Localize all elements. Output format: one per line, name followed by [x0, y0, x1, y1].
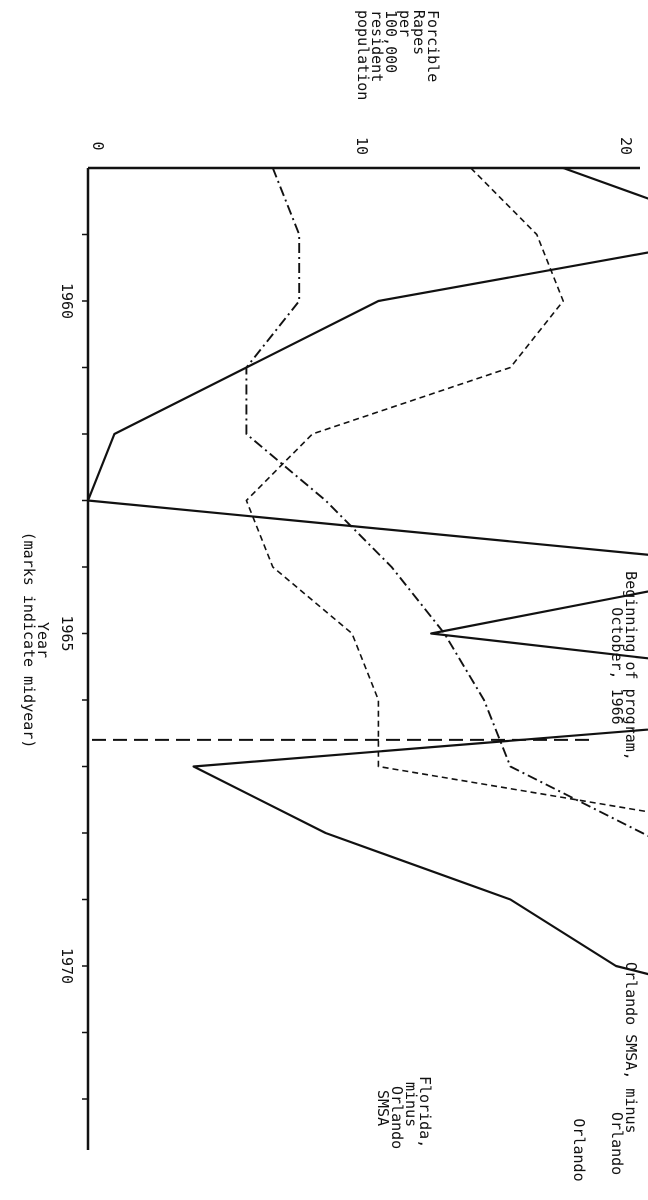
- x-axis: 1960 1965 1970: [58, 168, 90, 1150]
- program-start-annotation: Beginning of program,October, 1966: [92, 571, 640, 761]
- x-axis-title-line-1: Year: [34, 622, 52, 658]
- x-axis-title: Year(marks indicate midyear): [20, 532, 52, 749]
- series-label-3-line-1: Florida,: [416, 1076, 434, 1148]
- y-axis: 010203040: [88, 137, 640, 170]
- x-tick-label: 1970: [58, 948, 76, 984]
- y-axis-title: ForcibleRapesper100,000residentpopulatio…: [354, 10, 442, 100]
- y-axis-title-line-2: Rapes: [410, 10, 428, 55]
- series-label-1-line-1: Orlando: [570, 1118, 588, 1181]
- x-axis-title-line-2: (marks indicate midyear): [20, 532, 38, 749]
- series-label-3-line-3: Orlando: [388, 1086, 406, 1149]
- y-axis-title-line-5: resident: [368, 10, 386, 82]
- program-start-label-line-1: Beginning of program,: [622, 571, 640, 761]
- series-line-3: [245, 167, 648, 837]
- y-axis-title-line-6: population: [354, 10, 372, 100]
- series-label-2-line-1: Orlando SMSA, minus: [622, 962, 640, 1134]
- x-tick-label: 1965: [58, 615, 76, 651]
- program-start-label-line-2: October, 1966: [608, 607, 626, 724]
- series-label-3-line-4: SMSA: [374, 1090, 392, 1126]
- y-tick-label: 10: [353, 137, 371, 155]
- series-label-3-line-2: minus: [402, 1082, 420, 1127]
- x-tick-label: 1960: [58, 283, 76, 319]
- y-tick-label: 20: [617, 137, 635, 155]
- y-axis-title-line-1: Forcible: [424, 10, 442, 82]
- y-tick-label: 0: [89, 141, 107, 150]
- y-axis-title-line-3: per: [396, 10, 414, 37]
- series-label-2-line-2: Orlando: [608, 1112, 626, 1175]
- series-line-1: [86, 166, 648, 976]
- series-layer: [86, 166, 648, 976]
- series-line-2: [245, 167, 648, 813]
- y-axis-title-line-4: 100,000: [382, 10, 400, 73]
